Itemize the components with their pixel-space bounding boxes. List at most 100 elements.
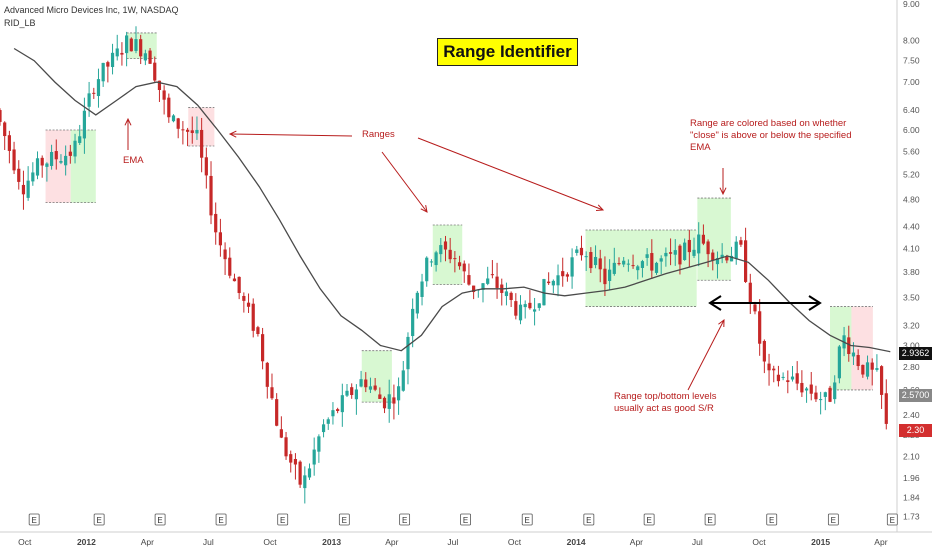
candle-body [167,97,171,118]
y-tick-label: 9.00 [903,0,920,9]
candle-body [49,151,54,166]
candle-body [64,155,68,166]
y-tick-label: 6.40 [903,105,920,115]
candle-body [570,257,574,277]
candle-body [537,303,541,308]
candle-body [87,93,91,107]
candle-body [293,459,298,465]
candle-body [486,278,490,284]
candle-body [631,265,635,267]
x-tick-label: Oct [752,537,766,547]
earnings-marker: E [831,516,836,525]
candle-body [547,281,551,284]
candle-body [350,387,354,396]
earnings-marker: E [463,516,468,525]
earnings-marker-box [28,513,40,526]
candle-body [265,362,269,387]
y-tick-label: 3.20 [903,320,920,330]
candle-body [457,262,462,267]
candle-body [223,249,227,260]
earnings-marker-box [154,513,166,526]
candle-body [800,382,804,393]
candle-body [115,48,119,57]
earnings-marker: E [280,516,285,525]
candle-body [312,449,316,465]
candle-body [185,129,190,132]
indicator-label[interactable]: RID_LB [4,18,36,28]
level-price-tag: 2.5700 [899,389,932,402]
candle-body [31,172,35,182]
earnings-marker-box [277,513,289,526]
candle-body [232,278,237,282]
candle-body [364,379,368,388]
candle-body [110,52,115,68]
y-tick-label: 1.84 [903,492,920,502]
candle-body [261,334,265,362]
candle-body [617,263,621,265]
candle-body [612,262,616,274]
candle-body [190,130,194,134]
candle-body [790,376,795,380]
x-tick-label: Jul [692,537,703,547]
candle-body [819,399,823,401]
candle-body [209,175,213,216]
candle-body [106,62,110,67]
candle-body [26,180,30,198]
candle-body [678,245,682,265]
candle-body [411,308,415,337]
candle-body [425,257,429,282]
candle-body [687,239,691,253]
candle-body [354,389,358,400]
candle-body [467,275,471,285]
candle-body [317,436,321,452]
candle-body [298,461,302,485]
candle-body [176,118,180,129]
chart-header: Advanced Micro Devices Inc, 1W, NASDAQ R… [4,4,179,30]
candle-body [246,302,251,307]
symbol-label[interactable]: Advanced Micro Devices Inc, 1W, NASDAQ [4,5,179,15]
candle-body [603,268,607,285]
candle-body [429,261,434,263]
candle-body [495,276,499,288]
y-tick-label: 2.10 [903,451,920,461]
x-tick-label: Jul [203,537,214,547]
ranges-arrow-mid-head [420,205,428,213]
candle-body [542,279,546,306]
ema-arrow-head [124,117,132,126]
earnings-marker-box [704,513,716,526]
ranges-arrow-mid [381,151,428,213]
ranges-arrow-right [417,137,604,211]
earnings-marker-box [886,513,898,526]
candle-body [453,258,457,260]
candle-body [622,260,626,265]
candle-body [7,135,11,151]
candle-body [575,249,579,253]
candle-body [748,282,752,304]
x-tick-label: 2015 [811,537,830,547]
candle-body [626,263,630,265]
candle-body [659,258,663,262]
candle-body [462,263,466,272]
x-tick-label: Oct [508,537,522,547]
chart-title-text: Range Identifier [443,42,572,61]
candle-body [275,399,279,426]
candle-body [279,429,283,438]
candle-body [134,39,138,51]
candle-body [406,336,410,370]
candle-body [153,62,157,81]
candle-body [640,261,645,268]
candle-body [143,53,147,61]
candle-body [303,475,307,489]
candle-body [200,129,204,158]
candle-body [472,285,476,293]
ranges-annotation: Ranges [362,129,395,140]
candle-body [214,213,218,233]
candle-body [92,92,96,94]
candle-body [392,397,396,404]
candle-body [439,245,443,255]
candle-body [387,394,391,409]
candle-body [101,62,105,82]
earnings-marker: E [31,516,36,525]
candle-body [78,136,82,143]
y-tick-label: 4.10 [903,243,920,253]
